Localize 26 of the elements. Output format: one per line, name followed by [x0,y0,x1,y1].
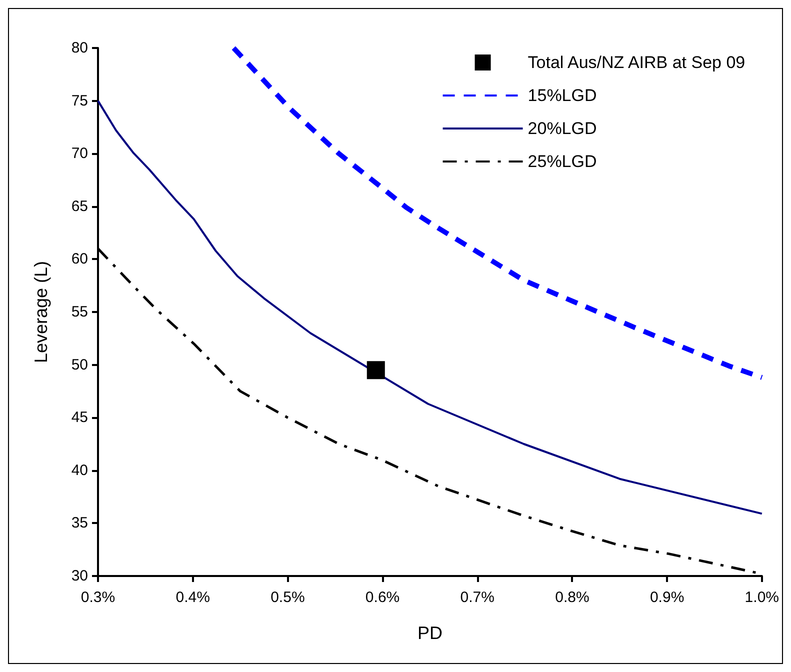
x-tick-label: 0.9% [650,589,684,606]
x-tick-label: 0.8% [555,589,590,606]
y-tick-label: 80 [71,40,88,56]
y-tick-label: 55 [71,304,88,320]
y-tick-label: 75 [71,92,88,110]
y-tick-label: 30 [71,568,88,584]
legend-label: 25%LGD [528,152,597,171]
y-tick-label: 50 [71,356,88,374]
y-tick-label: 35 [71,514,88,532]
legend-label: Total Aus/NZ AIRB at Sep 09 [528,53,746,72]
x-tick-label: 1.0% [744,589,780,606]
y-axis-title: Leverage (L) [31,260,51,364]
x-axis-title: PD [417,623,442,643]
y-tick-label: 70 [71,145,88,162]
x-tick-label: 0.4% [176,589,210,606]
x-tick-label: 0.7% [460,589,494,606]
x-tick-label: 0.6% [365,589,400,606]
y-tick-label: 65 [71,198,88,215]
y-tick-label: 45 [71,409,88,426]
y-tick-label: 40 [71,462,88,479]
x-tick-label: 0.5% [270,589,305,606]
line-series [97,100,763,515]
x-tick-label: 0.3% [80,589,116,606]
legend-label: 20%LGD [528,119,597,138]
y-tick-label: 60 [71,250,88,268]
legend-label: 15%LGD [528,86,597,105]
